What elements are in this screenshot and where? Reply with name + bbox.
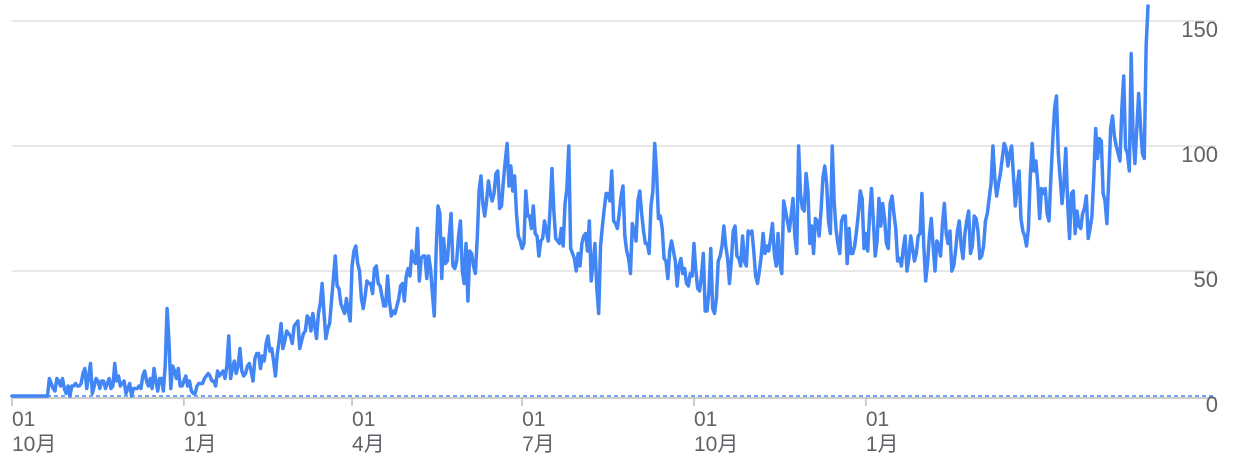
x-tick-label-day: 01: [522, 408, 545, 431]
x-tick-label-day: 01: [184, 408, 207, 431]
x-tick-label-day: 01: [352, 408, 375, 431]
y-axis-labels: 0 50 100 150: [1181, 17, 1218, 417]
x-tick-label-month: 1月: [184, 433, 217, 456]
x-tick-label-month: 4月: [352, 433, 385, 456]
y-tick-label-50: 50: [1194, 267, 1218, 292]
x-tick-label-month: 7月: [522, 433, 555, 456]
x-tick-label-day: 01: [866, 408, 889, 431]
y-tick-label-150: 150: [1181, 17, 1218, 42]
series-line: [10, 4, 1150, 398]
grid-lines: [12, 20, 1216, 272]
y-tick-label-100: 100: [1181, 142, 1218, 167]
series-layer: [10, 4, 1150, 398]
y-tick-label-0: 0: [1206, 392, 1218, 417]
x-tick-label-month: 10月: [12, 433, 56, 456]
x-axis: [11, 395, 1216, 406]
x-tick-label-day: 01: [694, 408, 717, 431]
x-tick-label-month: 10月: [694, 433, 738, 456]
x-tick-label-month: 1月: [866, 433, 899, 456]
x-tick-label-day: 01: [12, 408, 35, 431]
